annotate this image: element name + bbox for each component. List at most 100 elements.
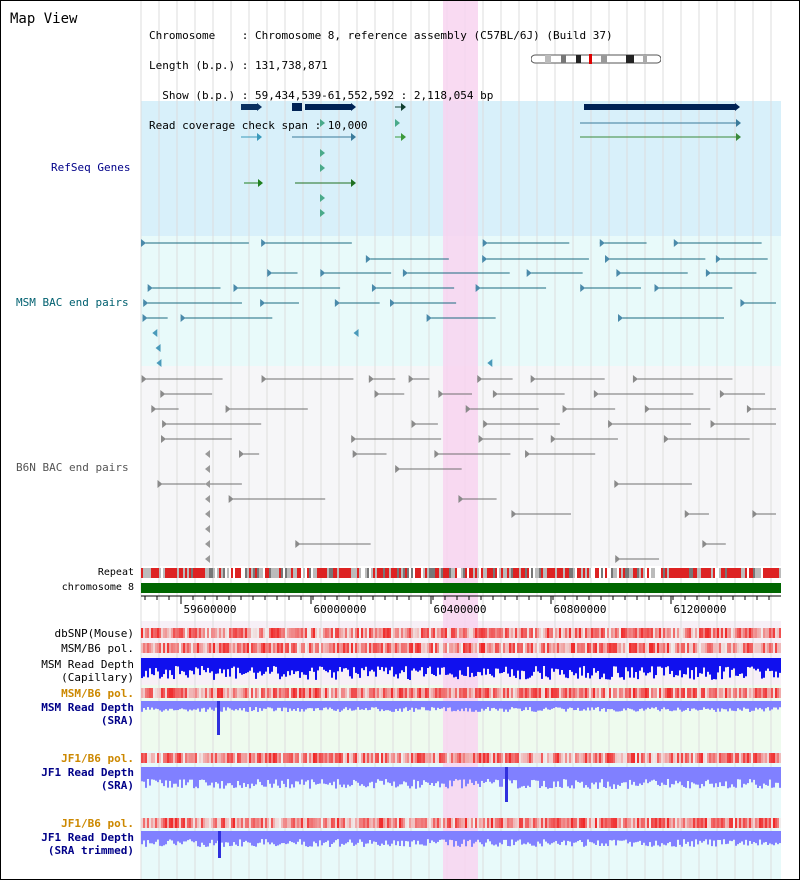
msm-b6-pol-heat-cell	[581, 643, 583, 653]
track-label-jf1-b6-pol-trimmed[interactable]: JF1/B6 pol.	[61, 817, 134, 830]
msm-capillary-depth-bar	[523, 658, 525, 672]
jf1-sra-depth-bar	[571, 767, 573, 786]
msm-bac-end	[142, 314, 148, 322]
msm-capillary-depth-bar	[287, 658, 289, 672]
msm-sra-depth-spike	[217, 701, 220, 735]
jf1-b6-pol-heat-cell	[487, 753, 489, 763]
dbsnp-heat-cell	[453, 628, 455, 638]
track-label-repeat[interactable]: Repeat	[97, 567, 134, 578]
track-label-dbsnp[interactable]: dbSNP(Mouse)	[54, 627, 134, 640]
track-label-jf1-b6-pol-sra[interactable]: JF1/B6 pol.	[61, 752, 134, 765]
jf1-sra-depth-bar	[265, 767, 267, 787]
msm-b6-pol-heat-cell	[267, 643, 269, 653]
dbsnp-heat-cell	[535, 628, 537, 638]
jf1-b6-pol-trimmed-heat-cell	[263, 818, 265, 828]
jf1-sra-depth-bar	[325, 767, 327, 785]
b6n-bac-end	[205, 450, 210, 458]
jf1-trimmed-depth-bar	[575, 831, 577, 843]
msm-capillary-depth-bar	[491, 658, 493, 676]
jf1-b6-pol-trimmed-heat-cell	[277, 818, 279, 828]
msm-capillary-depth-bar	[725, 658, 727, 668]
repeat-segment	[745, 568, 747, 578]
track-label-msm-b6-pol-sra[interactable]: MSM/B6 pol.	[61, 687, 134, 700]
jf1-trimmed-depth-bar	[383, 831, 385, 845]
jf1-sra-depth-bar	[713, 767, 715, 788]
jf1-sra-depth-bar	[425, 767, 427, 782]
chromosome-ideogram[interactable]	[531, 54, 661, 64]
track-label-b6n-bac-end-pairs[interactable]: B6N BAC end pairs	[16, 461, 129, 474]
track-label-jf1-depth-sra[interactable]: JF1 Read Depth	[41, 766, 134, 779]
repeat-segment	[207, 568, 209, 578]
repeat-segment	[659, 568, 661, 578]
msm-capillary-depth-bar	[685, 658, 687, 675]
jf1-sra-depth-bar	[585, 767, 587, 786]
repeat-segment	[489, 568, 491, 578]
dbsnp-heat-cell	[483, 628, 485, 638]
jf1-trimmed-depth-bar	[629, 831, 631, 842]
jf1-trimmed-depth-bar	[321, 831, 323, 846]
jf1-b6-pol-trimmed-heat-cell	[269, 818, 271, 828]
msm-sra-depth-bar	[149, 701, 151, 710]
msm-b6-pol-sra-heat-cell	[271, 688, 273, 698]
dbsnp-heat-cell	[573, 628, 575, 638]
jf1-b6-pol-trimmed-heat-cell	[561, 818, 563, 828]
jf1-b6-pol-heat-cell	[279, 753, 281, 763]
msm-b6-pol-sra-heat-cell	[693, 688, 695, 698]
b6n-bac-end	[205, 510, 210, 518]
msm-b6-pol-heat-cell	[217, 643, 219, 653]
dbsnp-heat-cell	[439, 628, 441, 638]
repeat-segment	[767, 568, 769, 578]
msm-capillary-depth-bar	[237, 658, 239, 668]
jf1-b6-pol-heat-cell	[651, 753, 653, 763]
msm-capillary-depth-bar	[323, 658, 325, 670]
jf1-sra-depth-bar	[567, 767, 569, 787]
dbsnp-heat-cell	[159, 628, 161, 638]
msm-b6-pol-sra-heat-cell	[305, 688, 307, 698]
msm-sra-depth-bar	[719, 701, 721, 712]
jf1-b6-pol-heat-cell	[759, 753, 761, 763]
jf1-b6-pol-heat-cell	[233, 753, 235, 763]
jf1-trimmed-depth-bar	[711, 831, 713, 847]
track-label-msm-b6-pol-capillary[interactable]: MSM/B6 pol.	[61, 642, 134, 655]
msm-bac-end	[740, 299, 746, 307]
track-label-jf1-depth-trimmed[interactable]: JF1 Read Depth	[41, 831, 134, 844]
jf1-trimmed-depth-bar	[301, 831, 303, 845]
msm-b6-pol-sra-heat-cell	[509, 688, 511, 698]
msm-sra-depth-bar	[585, 701, 587, 711]
msm-bac-end	[673, 239, 679, 247]
repeat-segment	[635, 568, 637, 578]
jf1-trimmed-depth-bar	[421, 831, 423, 845]
repeat-segment	[657, 568, 659, 578]
track-label-msm-depth-capillary[interactable]: MSM Read Depth	[41, 658, 134, 671]
jf1-sra-depth-bar	[373, 767, 375, 789]
jf1-trimmed-depth-bar	[153, 831, 155, 845]
repeat-segment	[309, 568, 311, 578]
msm-b6-pol-heat-cell	[253, 643, 255, 653]
msm-b6-pol-sra-heat-cell	[351, 688, 353, 698]
repeat-segment	[249, 568, 251, 578]
msm-b6-pol-heat-cell	[393, 643, 395, 653]
dbsnp-heat-cell	[593, 628, 595, 638]
selection-highlight	[443, 1, 478, 879]
msm-b6-pol-sra-heat-cell	[209, 688, 211, 698]
msm-capillary-depth-bar	[577, 658, 579, 679]
dbsnp-heat-cell	[523, 628, 525, 638]
dbsnp-heat-cell	[663, 628, 665, 638]
dbsnp-heat-cell	[591, 628, 593, 638]
jf1-trimmed-depth-bar	[351, 831, 353, 843]
jf1-sra-depth-bar	[501, 767, 503, 787]
jf1-sra-depth-bar	[433, 767, 435, 786]
dbsnp-heat-cell	[655, 628, 657, 638]
track-label-refseq-genes[interactable]: RefSeq Genes	[51, 161, 131, 174]
msm-sra-depth-bar	[489, 701, 491, 711]
jf1-b6-pol-trimmed-heat-cell	[703, 818, 705, 828]
track-label-msm-depth-sra[interactable]: MSM Read Depth	[41, 701, 134, 714]
repeat-segment	[399, 568, 401, 578]
track-label-msm-bac-end-pairs[interactable]: MSM BAC end pairs	[16, 296, 129, 309]
msm-b6-pol-sra-heat-cell	[633, 688, 635, 698]
jf1-trimmed-depth-bar	[511, 831, 513, 840]
jf1-sra-depth-bar	[589, 767, 591, 789]
jf1-b6-pol-heat-cell	[179, 753, 181, 763]
msm-b6-pol-sra-heat-cell	[189, 688, 191, 698]
